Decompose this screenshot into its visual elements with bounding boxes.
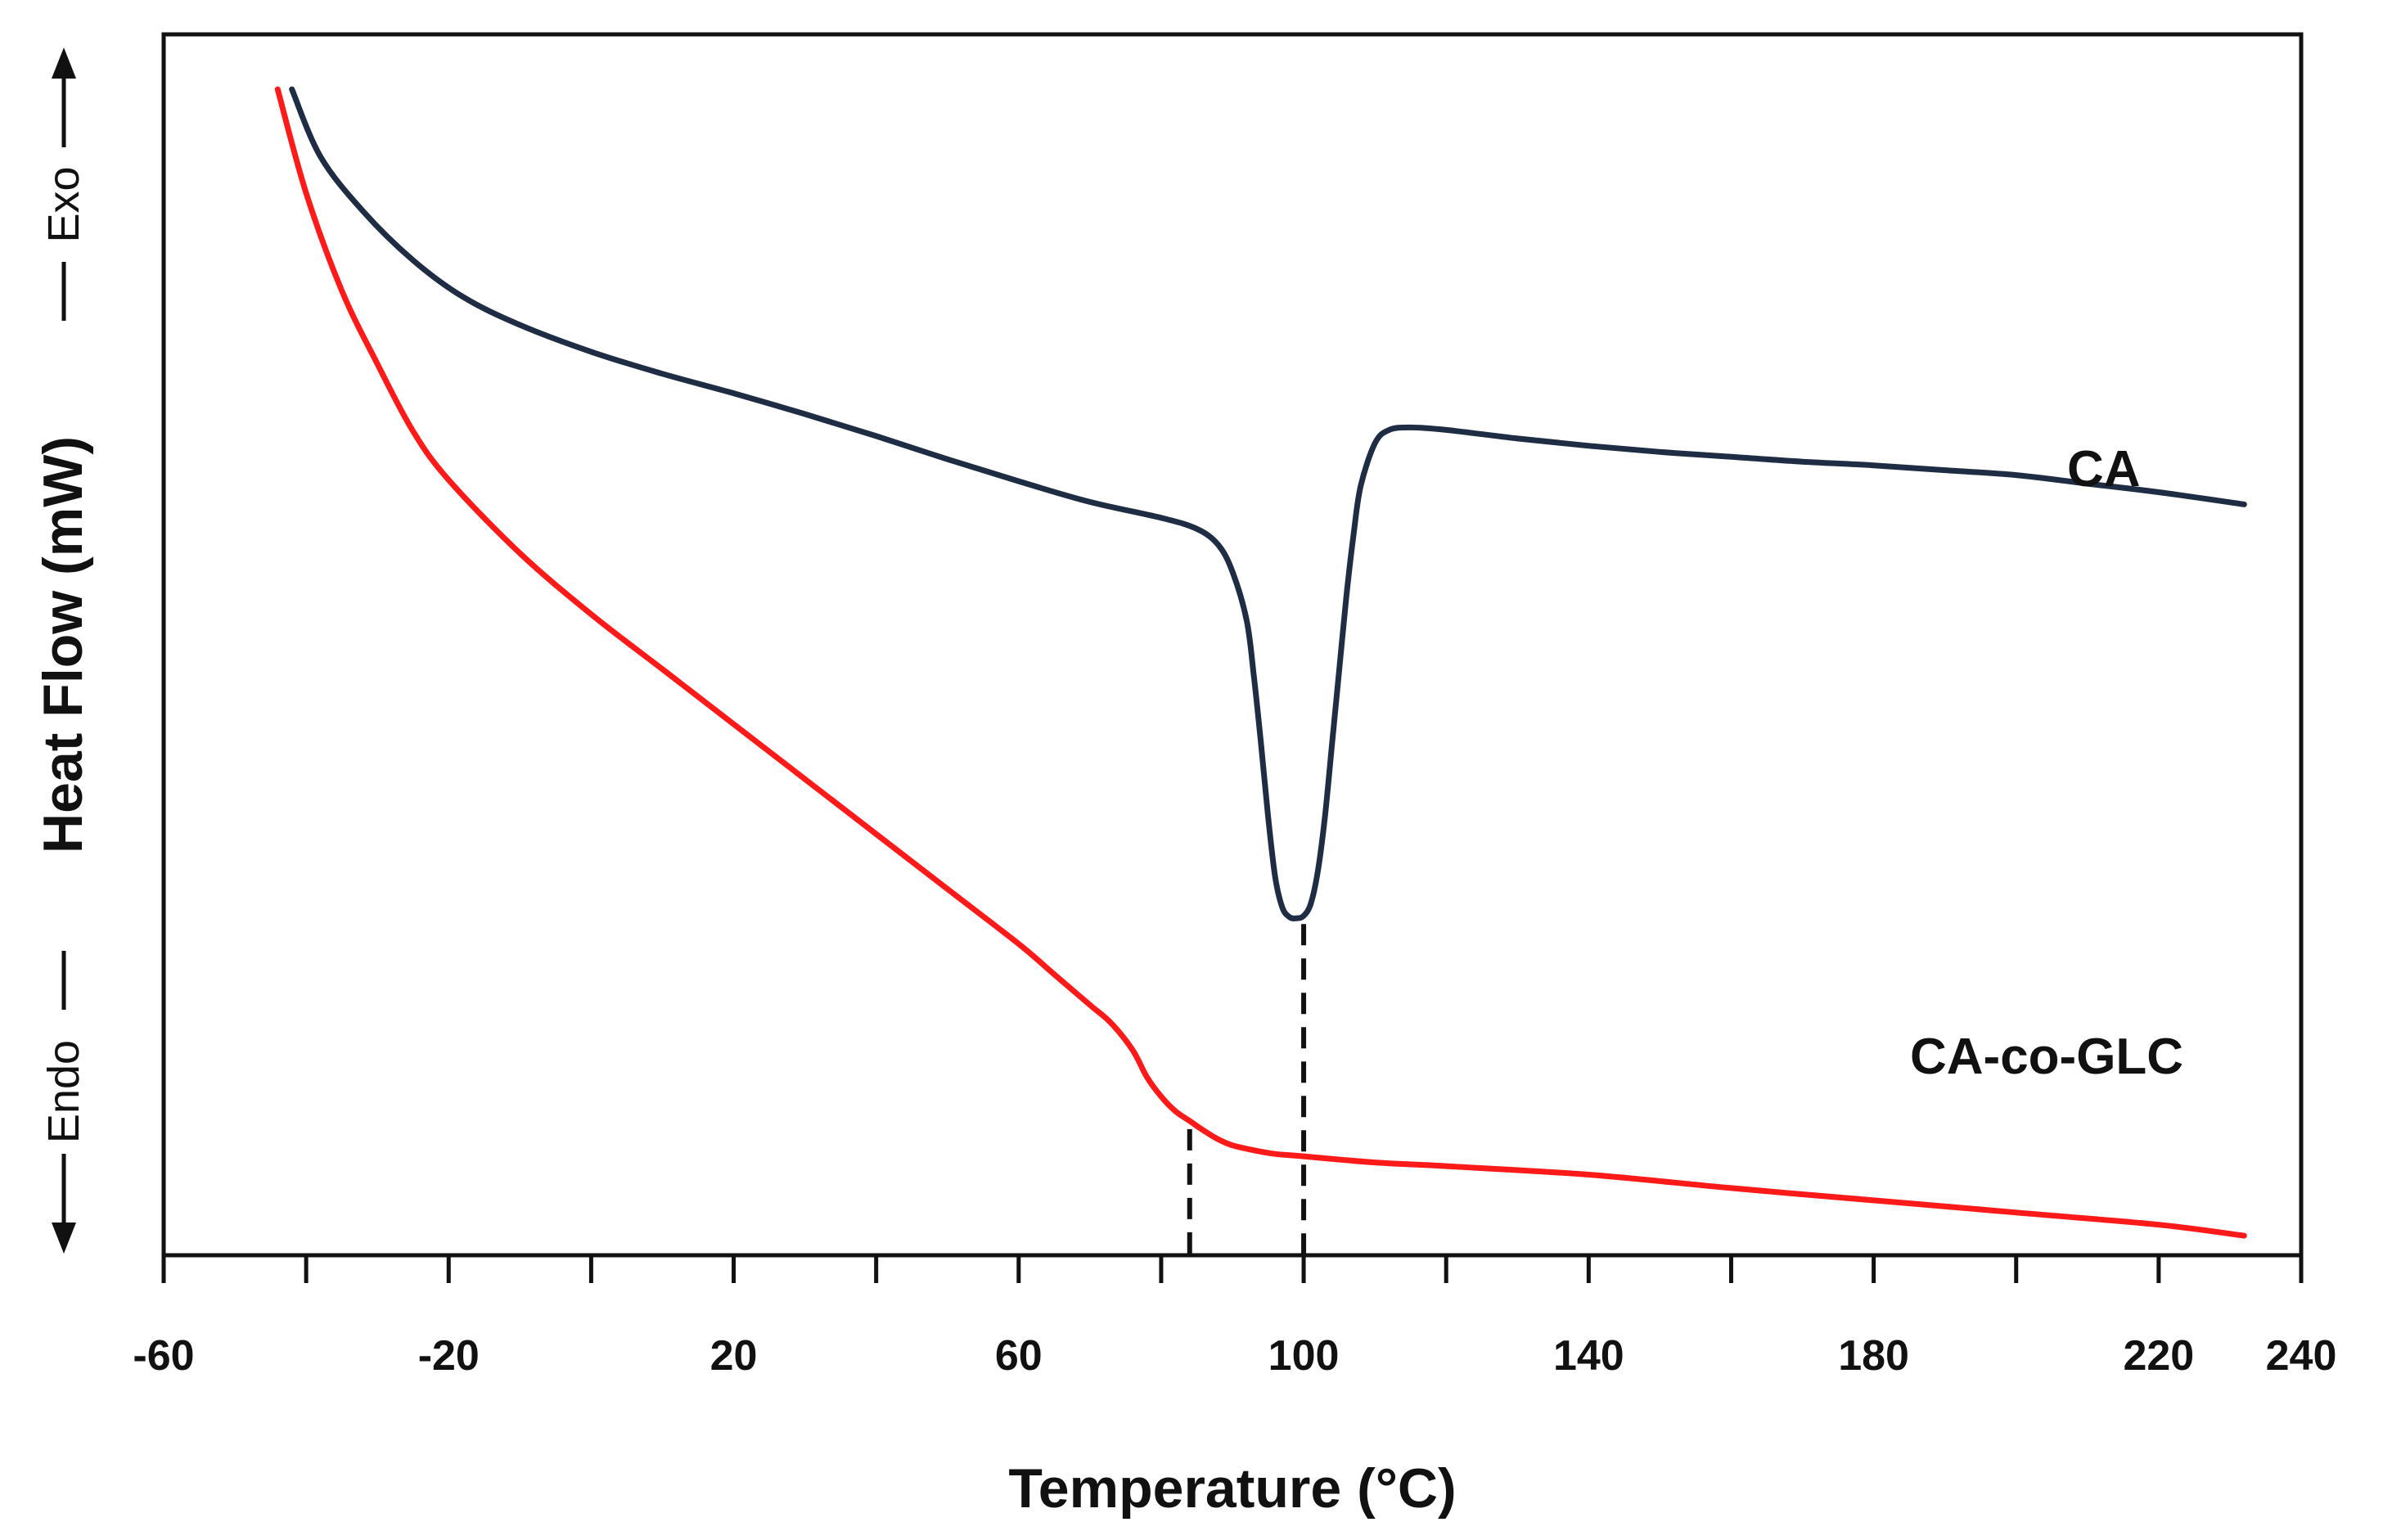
endo-arrow-head-icon	[52, 1223, 76, 1254]
x-tick-label: 20	[710, 1332, 758, 1380]
x-tick-label: -20	[418, 1332, 480, 1380]
y-axis-label-group: Heat Flow (mW) Exo Endo	[32, 47, 94, 1254]
x-tick-label: 60	[995, 1332, 1043, 1380]
series-line-ca-co-glc	[274, 86, 2247, 1239]
x-axis-tick-labels: -60 -20 20 60 100 140 180 220 240	[133, 1332, 2336, 1380]
x-tick-label: -60	[133, 1332, 194, 1380]
series-label-ca: CA	[2067, 441, 2141, 498]
x-axis-title: Temperature (°C)	[1008, 1457, 1456, 1520]
exo-arrow-head-icon	[52, 47, 76, 79]
x-tick-label: 180	[1838, 1332, 1909, 1380]
x-axis-ticks	[161, 1255, 2304, 1283]
x-tick-label: 100	[1268, 1332, 1340, 1380]
x-tick-label: 220	[2123, 1332, 2194, 1380]
x-tick-label: 240	[2266, 1332, 2337, 1380]
endo-label: Endo	[39, 1040, 88, 1143]
series-group	[274, 86, 2247, 1239]
y-axis-title: Heat Flow (mW)	[32, 436, 94, 853]
x-tick-label: 140	[1553, 1332, 1624, 1380]
plot-frame	[161, 32, 2304, 1258]
annotations	[1187, 924, 1307, 1255]
exo-label: Exo	[39, 166, 88, 242]
series-line-ca	[289, 86, 2247, 921]
series-label-ca-co-glc: CA-co-GLC	[1910, 1029, 2183, 1085]
